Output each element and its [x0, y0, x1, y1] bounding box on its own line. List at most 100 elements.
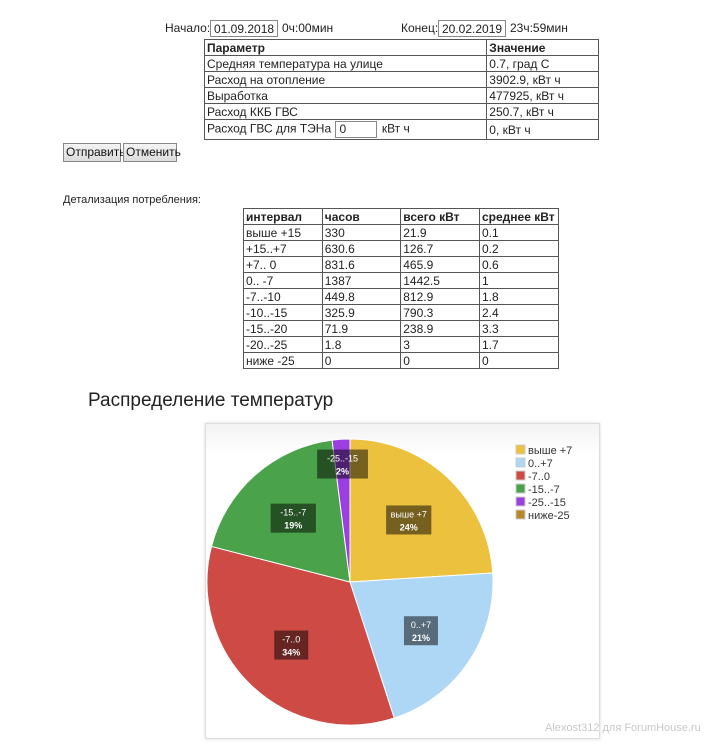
total-cell: 790.3: [400, 304, 480, 321]
interval-cell: -10..-15: [243, 304, 323, 321]
pie-label-3: -15..-7 19%: [270, 503, 316, 533]
detail-table-body: выше +15 330 21.9 0.1 +15..+7 630.6 126.7 0.2 +7…: [243, 224, 559, 369]
pie-slice-1[interactable]: [349, 572, 494, 719]
param-name: Выработка: [203, 87, 488, 104]
interval-cell: выше +15: [243, 224, 323, 241]
total-cell: 21.9: [400, 224, 480, 241]
total-cell: 1442.5: [400, 272, 480, 289]
tena-input[interactable]: 0: [335, 121, 378, 138]
pie-label-bg-2: [274, 630, 309, 660]
avg-cell: 1.8: [479, 288, 559, 305]
legend-swatch-4[interactable]: [515, 496, 526, 507]
pie-label-4: -25..-15 2%: [317, 449, 368, 479]
param-name: Расход ГВС для ТЭНа 0 кВт ч: [203, 119, 488, 140]
pie-label-pct-0: 24%: [400, 522, 418, 532]
legend-label-4[interactable]: -25..-15: [528, 497, 566, 509]
hours-cell: 449.8: [321, 288, 402, 305]
table-row: -7..-10 449.8 812.9 1.8: [243, 288, 559, 305]
param-value: 0, кВт ч: [486, 119, 599, 140]
legend-label-5[interactable]: ниже-25: [528, 510, 570, 522]
pie-label-name-2: -7..0: [282, 635, 300, 645]
hours-cell: 330: [321, 224, 402, 241]
tena-label: Расход ГВС для ТЭНа: [207, 121, 332, 136]
interval-cell: 0.. -7: [243, 272, 323, 289]
total-cell: 126.7: [400, 240, 480, 257]
pie-label-bg-1: [403, 616, 438, 646]
submit-button[interactable]: Отправить: [63, 143, 126, 162]
chart-container: выше +7 24% 0..+7 21% -7..0 34% -15..-7 19% -25.…: [205, 423, 600, 739]
end-time-label: 23ч:59мин: [510, 21, 568, 35]
legend-swatch-3[interactable]: [515, 483, 526, 494]
avg-cell: 1.7: [479, 336, 559, 353]
avg-cell: 0: [479, 352, 559, 369]
legend-label-0[interactable]: выше +7: [528, 445, 572, 457]
avg-cell: 0.2: [479, 240, 559, 257]
legend-label-3[interactable]: -15..-7: [528, 484, 560, 496]
pie-label-bg-4: [317, 449, 368, 479]
avg-cell: 0.6: [479, 256, 559, 273]
hours-cell: 1.8: [321, 336, 402, 353]
param-name: Расход ККБ ГВС: [203, 103, 488, 120]
detail-header-hours: часов: [321, 208, 402, 225]
hours-cell: 0: [321, 352, 402, 369]
chart-title: Распределение температур: [88, 390, 334, 411]
table-row: +7.. 0 831.6 465.9 0.6: [243, 256, 559, 273]
pie-label-name-3: -15..-7: [280, 508, 306, 518]
table-row: ниже -25 0 0 0: [243, 352, 559, 369]
legend-swatch-5[interactable]: [515, 509, 526, 520]
params-table: Параметр Значение Средняя температура на…: [203, 39, 599, 140]
hours-cell: 831.6: [321, 256, 402, 273]
detail-header-total: всего кВт: [400, 208, 480, 225]
pie-chart: выше +7 24% 0..+7 21% -7..0 34% -15..-7 19% -25.…: [206, 438, 572, 726]
legend-swatch-1[interactable]: [515, 457, 526, 468]
end-date-input[interactable]: [438, 20, 506, 37]
pie-label-name-4: -25..-15: [327, 454, 358, 464]
interval-cell: +15..+7: [243, 240, 323, 257]
pie-label-pct-1: 21%: [412, 633, 430, 643]
interval-cell: +7.. 0: [243, 256, 323, 273]
params-header-param: Параметр: [203, 39, 488, 56]
param-value: 3902.9, кВт ч: [486, 71, 599, 88]
param-name: Средняя температура на улице: [203, 55, 488, 72]
end-label: Конец:: [401, 21, 439, 35]
avg-cell: 0.1: [479, 224, 559, 241]
hours-cell: 1387: [321, 272, 402, 289]
pie-label-0: выше +7 24%: [386, 505, 432, 535]
start-time-label: 0ч:00мин: [282, 21, 334, 35]
legend-swatch-0[interactable]: [515, 444, 526, 455]
pie-label-bg-0: [386, 505, 432, 535]
total-cell: 0: [400, 352, 480, 369]
avg-cell: 3.3: [479, 320, 559, 337]
hours-cell: 630.6: [321, 240, 402, 257]
interval-cell: -7..-10: [243, 288, 323, 305]
hours-cell: 71.9: [321, 320, 402, 337]
detail-header-row: интервал часов всего кВт среднее кВт: [243, 208, 559, 225]
interval-cell: ниже -25: [243, 352, 323, 369]
pie-label-2: -7..0 34%: [274, 630, 309, 660]
pie-label-name-1: 0..+7: [411, 620, 431, 630]
cancel-button[interactable]: Отменить: [123, 143, 181, 162]
param-value: 477925, кВт ч: [486, 87, 599, 104]
params-header-row: Параметр Значение: [203, 39, 599, 56]
start-label: Начало:: [165, 21, 211, 35]
table-row: 0.. -7 1387 1442.5 1: [243, 272, 559, 289]
table-row: +15..+7 630.6 126.7 0.2: [243, 240, 559, 257]
legend-label-1[interactable]: 0..+7: [528, 458, 553, 470]
legend-swatch-2[interactable]: [515, 470, 526, 481]
pie-label-name-0: выше +7: [391, 509, 427, 519]
table-row: Расход ГВС для ТЭНа 0 кВт ч 0, кВт ч: [203, 119, 599, 140]
table-row: -20..-25 1.8 3 1.7: [243, 336, 559, 353]
avg-cell: 1: [479, 272, 559, 289]
pie-label-1: 0..+7 21%: [403, 616, 438, 646]
params-header-value: Значение: [486, 39, 599, 56]
table-row: -10..-15 325.9 790.3 2.4: [243, 304, 559, 321]
watermark: Alexost312 для ForumHouse.ru: [545, 722, 701, 734]
table-row: выше +15 330 21.9 0.1: [243, 224, 559, 241]
param-value: 0.7, град С: [486, 55, 599, 72]
avg-cell: 2.4: [479, 304, 559, 321]
legend-label-2[interactable]: -7..0: [528, 471, 550, 483]
param-name: Расход на отопление: [203, 71, 488, 88]
start-date-input[interactable]: [210, 20, 278, 37]
interval-cell: -15..-20: [243, 320, 323, 337]
